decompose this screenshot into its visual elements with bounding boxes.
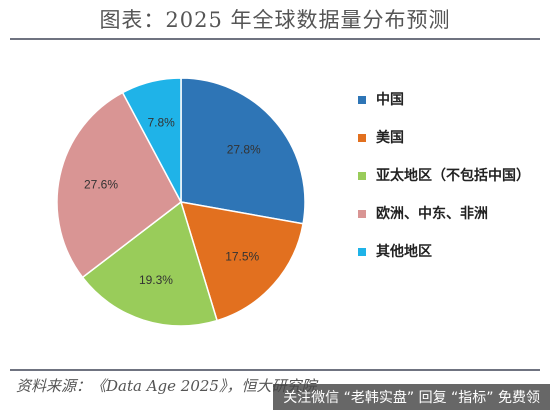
pie-slice-usa (179, 201, 304, 322)
legend-item-apac: 亚太地区（不包括中国） (358, 166, 530, 186)
legend-item-usa: 美国 (358, 128, 538, 148)
legend-label-apac: 亚太地区（不包括中国） (376, 168, 530, 184)
legend-label-usa: 美国 (376, 130, 404, 146)
legend-item-emea: 欧洲、中东、非洲 (358, 204, 538, 224)
chart-legend: 中国 美国 亚太地区（不包括中国） 欧洲、中东、非洲 其他地区 (358, 90, 538, 280)
data-label-emea: 27.6% (84, 178, 118, 192)
legend-swatch-other (358, 248, 366, 256)
pie-slice-china (180, 77, 306, 225)
data-label-usa: 17.5% (225, 249, 259, 263)
pie-chart: 27.8% 17.5% 19.3% 27.6% 7.8% (56, 77, 306, 327)
top-divider (10, 38, 540, 40)
legend-swatch-china (358, 96, 366, 104)
legend-label-emea: 欧洲、中东、非洲 (376, 206, 488, 222)
data-label-apac: 19.3% (139, 273, 173, 287)
legend-swatch-emea (358, 210, 366, 218)
source-note: 资料来源：《Data Age 2025》，恒大研究院 (16, 377, 317, 395)
legend-label-other: 其他地区 (376, 244, 432, 260)
data-label-china: 27.8% (227, 142, 261, 156)
legend-label-china: 中国 (376, 92, 404, 108)
watermark-banner: 关注微信 “老韩实盘” 回复 “指标” 免费领 (273, 384, 550, 410)
pie-slice-emea (56, 91, 182, 279)
pie-slice-apac (81, 200, 219, 327)
data-label-other: 7.8% (147, 116, 175, 130)
legend-swatch-apac (358, 172, 366, 180)
pie-slice-other (121, 77, 182, 203)
bottom-divider (10, 369, 540, 371)
chart-title: 图表：2025 年全球数据量分布预测 (99, 8, 451, 32)
legend-item-china: 中国 (358, 90, 538, 110)
legend-item-other: 其他地区 (358, 242, 538, 262)
legend-swatch-usa (358, 134, 366, 142)
